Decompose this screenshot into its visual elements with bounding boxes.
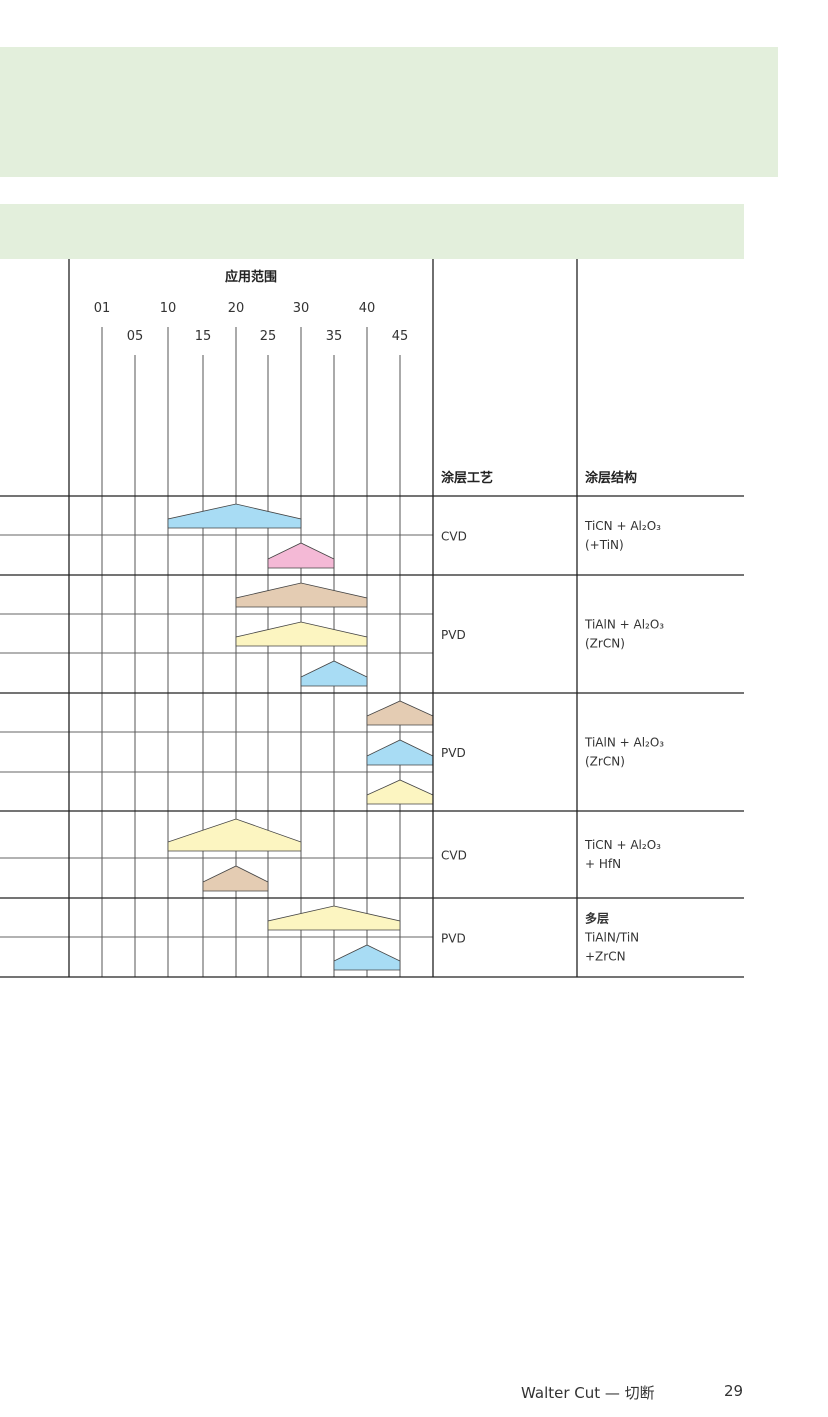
range-bar xyxy=(267,905,401,931)
range-bar xyxy=(366,739,434,766)
section-banner xyxy=(0,47,778,177)
coating-structure-line: TiAlN + Al₂O₃ xyxy=(584,736,664,750)
range-bar xyxy=(333,944,401,971)
coating-structure-line: + HfN xyxy=(585,857,621,871)
scale-tick-label: 40 xyxy=(359,301,376,316)
scale-tick-label: 15 xyxy=(195,329,212,344)
coating-process: CVD xyxy=(441,530,467,544)
range-bar xyxy=(366,700,434,726)
range-bar xyxy=(202,865,269,892)
range-bar xyxy=(167,818,302,852)
range-bar xyxy=(366,779,434,805)
range-bar xyxy=(235,582,368,608)
scale-tick-label: 30 xyxy=(293,301,310,316)
scale-tick-label: 25 xyxy=(260,329,277,344)
coating-structure-line: 多层 xyxy=(585,911,609,926)
scale-tick-label: 10 xyxy=(160,301,177,316)
coating-process-header: 涂层工艺 xyxy=(441,470,493,486)
scale-tick-label: 01 xyxy=(94,301,111,316)
coating-structure-header: 涂层结构 xyxy=(585,470,637,486)
footer-title: Walter Cut — 切断 xyxy=(521,1384,655,1402)
coating-structure-line: (ZrCN) xyxy=(585,755,625,769)
coating-structure-line: TiCN + Al₂O₃ xyxy=(584,519,661,533)
coating-process: PVD xyxy=(441,746,466,760)
coating-structure-line: TiAlN + Al₂O₃ xyxy=(584,618,664,632)
scale-tick-label: 20 xyxy=(228,301,245,316)
coating-structure-line: (ZrCN) xyxy=(585,637,625,651)
scale-tick-label: 35 xyxy=(326,329,343,344)
coating-process: CVD xyxy=(441,849,467,863)
scale-tick-label: 05 xyxy=(127,329,144,344)
coating-process: PVD xyxy=(441,932,466,946)
coating-process: PVD xyxy=(441,628,466,642)
coating-structure-line: TiAlN/TiN xyxy=(584,931,639,945)
coating-structure-line: +ZrCN xyxy=(585,950,626,964)
coating-structure-line: TiCN + Al₂O₃ xyxy=(584,838,661,852)
range-bar xyxy=(235,621,368,647)
application-range-title: 应用范围 xyxy=(225,269,277,285)
page-number: 29 xyxy=(724,1382,744,1400)
range-bar xyxy=(267,542,335,569)
range-bar xyxy=(300,660,368,687)
range-bar xyxy=(167,503,302,529)
scale-tick-label: 45 xyxy=(392,329,409,344)
subsection-banner xyxy=(0,204,744,259)
coating-structure-line: (+TiN) xyxy=(585,538,624,552)
